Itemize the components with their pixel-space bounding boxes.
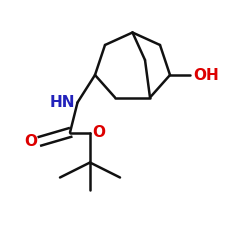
Text: OH: OH: [193, 68, 219, 82]
Text: O: O: [92, 125, 106, 140]
Text: HN: HN: [50, 95, 75, 110]
Text: O: O: [24, 134, 38, 149]
